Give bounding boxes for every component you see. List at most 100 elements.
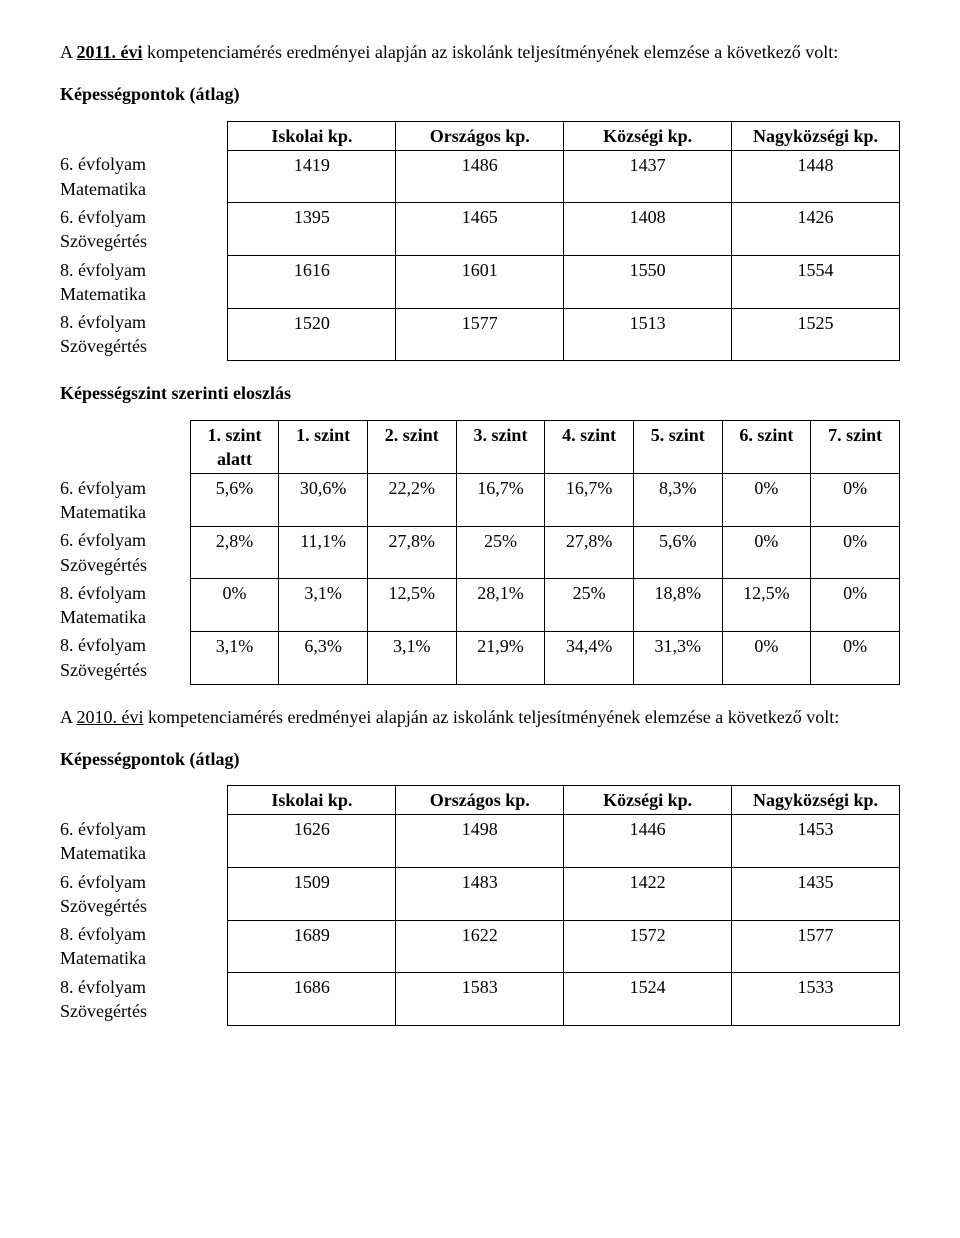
cell: 1509: [228, 868, 396, 921]
cell: 12,5%: [367, 579, 456, 632]
cell: 1486: [396, 150, 564, 203]
row-label: 6. évfolyam Szövegértés: [60, 868, 228, 921]
row-label-line2: Szövegértés: [60, 660, 147, 680]
row-label-line1: 6. évfolyam: [60, 530, 146, 550]
cell: 31,3%: [633, 631, 722, 684]
cell: 1426: [732, 203, 900, 256]
cell: 1446: [564, 815, 732, 868]
cell: 1437: [564, 150, 732, 203]
ability-level-table: 1. szint alatt 1. szint 2. szint 3. szin…: [60, 420, 900, 685]
cell: 0%: [811, 474, 900, 527]
row-label: 8. évfolyam Szövegértés: [60, 308, 228, 361]
row-label-line1: 8. évfolyam: [60, 312, 146, 332]
row-label: 6. évfolyam Szövegértés: [60, 203, 228, 256]
cell: 25%: [545, 579, 634, 632]
cell: 34,4%: [545, 631, 634, 684]
row-label: 8. évfolyam Matematika: [60, 256, 228, 309]
cell: 0%: [190, 579, 279, 632]
col-header: 3. szint: [456, 420, 545, 474]
table-row: 6. évfolyam Szövegértés 2,8% 11,1% 27,8%…: [60, 526, 900, 579]
col-header: Nagyközségi kp.: [732, 786, 900, 815]
row-label: 6. évfolyam Matematika: [60, 150, 228, 203]
row-label-line1: 6. évfolyam: [60, 207, 146, 227]
cell: 3,1%: [367, 631, 456, 684]
intro-2010-year: 2010. évi: [77, 707, 144, 727]
row-label-line2: Matematika: [60, 179, 146, 199]
col-header: 6. szint: [722, 420, 811, 474]
cell: 27,8%: [545, 526, 634, 579]
row-label: 8. évfolyam Matematika: [60, 579, 190, 632]
cell: 16,7%: [545, 474, 634, 527]
cell: 0%: [722, 526, 811, 579]
cell: 6,3%: [279, 631, 368, 684]
cell: 18,8%: [633, 579, 722, 632]
header-empty: [60, 121, 228, 150]
table-row: 6. évfolyam Matematika 1419 1486 1437 14…: [60, 150, 900, 203]
col-header: Iskolai kp.: [228, 786, 396, 815]
col-header: 5. szint: [633, 420, 722, 474]
row-label-line2: Szövegértés: [60, 231, 147, 251]
cell: 21,9%: [456, 631, 545, 684]
row-label-line2: Matematika: [60, 948, 146, 968]
cell: 8,3%: [633, 474, 722, 527]
col-header: Községi kp.: [564, 786, 732, 815]
cell: 1422: [564, 868, 732, 921]
cell: 25%: [456, 526, 545, 579]
cell: 1533: [732, 973, 900, 1026]
cell: 0%: [722, 631, 811, 684]
cell: 30,6%: [279, 474, 368, 527]
cell: 1616: [228, 256, 396, 309]
table-row: 6. évfolyam Szövegértés 1509 1483 1422 1…: [60, 868, 900, 921]
col-header: Országos kp.: [396, 786, 564, 815]
col-header: Iskolai kp.: [228, 121, 396, 150]
row-label: 6. évfolyam Matematika: [60, 474, 190, 527]
cell: 1520: [228, 308, 396, 361]
intro-2010-rest: kompetenciamérés eredményei alapján az i…: [144, 707, 840, 727]
cell: 1453: [732, 815, 900, 868]
row-label: 8. évfolyam Szövegértés: [60, 973, 228, 1026]
cell: 1577: [396, 308, 564, 361]
cell: 1554: [732, 256, 900, 309]
cell: 1524: [564, 973, 732, 1026]
row-label-line2: Matematika: [60, 284, 146, 304]
cell: 0%: [811, 526, 900, 579]
table-row: 6. évfolyam Matematika 1626 1498 1446 14…: [60, 815, 900, 868]
header-empty: [60, 786, 228, 815]
cell: 1419: [228, 150, 396, 203]
cell: 1626: [228, 815, 396, 868]
row-label-line2: Szövegértés: [60, 896, 147, 916]
cell: 0%: [811, 631, 900, 684]
row-label-line1: 6. évfolyam: [60, 478, 146, 498]
intro-2011-prefix: A: [60, 42, 77, 62]
table-row: 8. évfolyam Szövegértés 1520 1577 1513 1…: [60, 308, 900, 361]
header-empty: [60, 420, 190, 474]
cell: 1601: [396, 256, 564, 309]
table-row: 8. évfolyam Szövegértés 3,1% 6,3% 3,1% 2…: [60, 631, 900, 684]
table-row: 8. évfolyam Matematika 1616 1601 1550 15…: [60, 256, 900, 309]
row-label-line2: Matematika: [60, 502, 146, 522]
row-label: 6. évfolyam Szövegértés: [60, 526, 190, 579]
row-label-line2: Matematika: [60, 607, 146, 627]
cell: 3,1%: [190, 631, 279, 684]
intro-2010: A 2010. évi kompetenciamérés eredményei …: [60, 705, 900, 729]
col-header: Nagyközségi kp.: [732, 121, 900, 150]
cell: 27,8%: [367, 526, 456, 579]
table-row: 8. évfolyam Szövegértés 1686 1583 1524 1…: [60, 973, 900, 1026]
col-header: 7. szint: [811, 420, 900, 474]
col-header: Országos kp.: [396, 121, 564, 150]
cell: 11,1%: [279, 526, 368, 579]
heading-levels: Képességszint szerinti eloszlás: [60, 381, 900, 405]
table-header-row: Iskolai kp. Országos kp. Községi kp. Nag…: [60, 121, 900, 150]
cell: 12,5%: [722, 579, 811, 632]
heading-points-2010: Képességpontok (átlag): [60, 747, 900, 771]
row-label-line1: 8. évfolyam: [60, 260, 146, 280]
row-label: 8. évfolyam Matematika: [60, 920, 228, 973]
cell: 1395: [228, 203, 396, 256]
cell: 1465: [396, 203, 564, 256]
col-header: 2. szint: [367, 420, 456, 474]
cell: 1525: [732, 308, 900, 361]
cell: 1448: [732, 150, 900, 203]
row-label-line1: 8. évfolyam: [60, 924, 146, 944]
row-label: 8. évfolyam Szövegértés: [60, 631, 190, 684]
col-header: Községi kp.: [564, 121, 732, 150]
